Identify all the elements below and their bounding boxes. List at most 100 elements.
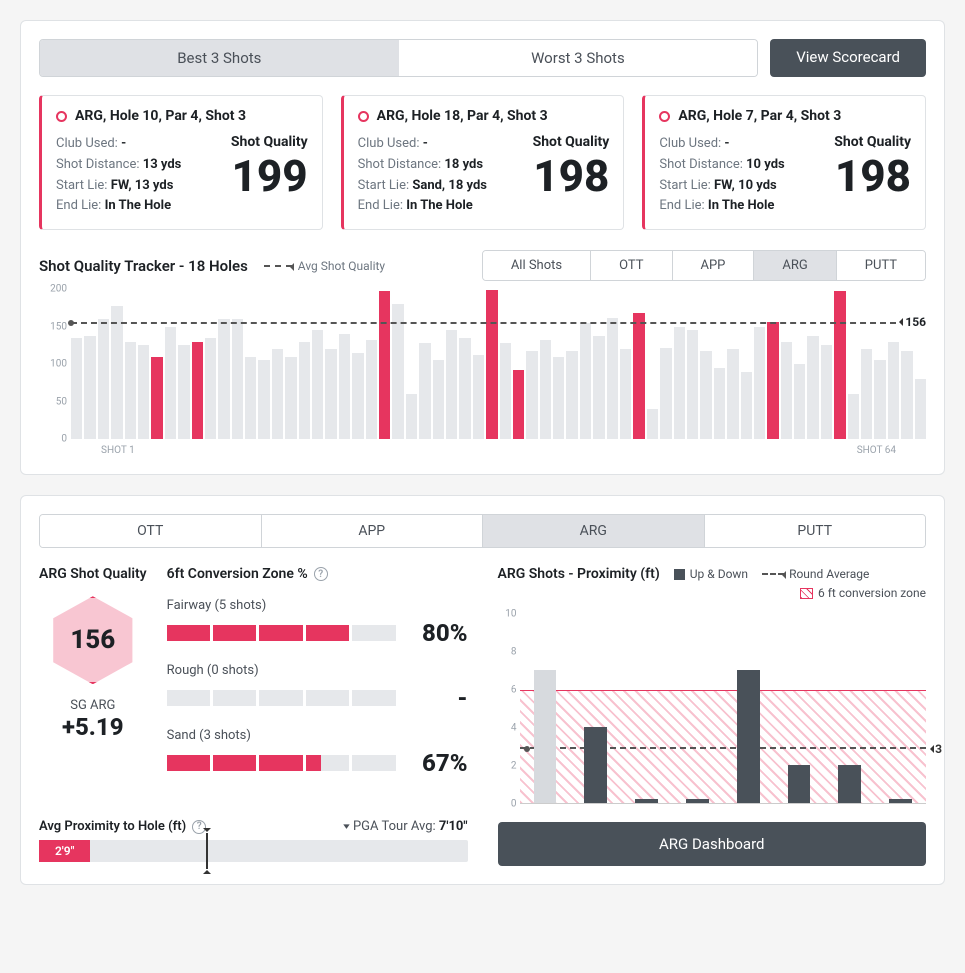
tracker-bar xyxy=(540,340,551,439)
sg-value: +5.19 xyxy=(62,713,124,741)
filter-tab-ott[interactable]: OTT xyxy=(591,251,672,280)
tracker-bar xyxy=(433,360,444,439)
bottom-grid: ARG Shot Quality 156 SG ARG +5.19 6ft Co… xyxy=(39,566,926,866)
proximity-chart: 0246810 3 xyxy=(498,614,927,804)
tracker-bar xyxy=(258,360,269,439)
ring-icon xyxy=(659,111,670,122)
tab-worst-shots[interactable]: Worst 3 Shots xyxy=(399,40,758,76)
top-panel: Best 3 Shots Worst 3 Shots View Scorecar… xyxy=(20,20,945,475)
card-sq: Shot Quality198 xyxy=(834,134,911,198)
tab-best-shots[interactable]: Best 3 Shots xyxy=(40,40,399,76)
tracker-bar xyxy=(339,334,350,439)
tracker-bar xyxy=(299,342,310,440)
tracker-bar xyxy=(580,323,591,439)
category-tabs: OTTAPPARGPUTT xyxy=(39,514,926,548)
prox-bar xyxy=(635,799,658,803)
prox-bar xyxy=(788,765,811,803)
bottom-panel: OTTAPPARGPUTT ARG Shot Quality 156 SG AR… xyxy=(20,495,945,885)
tracker-bar xyxy=(901,351,912,440)
conversion-title: 6ft Conversion Zone %? xyxy=(167,566,468,582)
tracker-bar xyxy=(218,319,229,439)
ring-icon xyxy=(358,111,369,122)
tracker-bar xyxy=(620,349,631,439)
tracker-bar xyxy=(459,338,470,439)
tracker-bar xyxy=(633,313,644,439)
tracker-bar xyxy=(379,291,390,440)
shot-tabs: Best 3 Shots Worst 3 Shots xyxy=(39,39,758,77)
cat-tab-ott[interactable]: OTT xyxy=(40,515,262,547)
tracker-bar xyxy=(151,357,162,440)
help-icon[interactable]: ? xyxy=(314,567,328,581)
tracker-bar xyxy=(419,343,430,439)
tracker-bar xyxy=(767,322,778,439)
tracker-bar xyxy=(566,351,577,440)
tracker-bar xyxy=(285,357,296,440)
tracker-title: Shot Quality Tracker - 18 Holes xyxy=(39,257,248,275)
card-sq: Shot Quality199 xyxy=(231,134,308,198)
cat-tab-app[interactable]: APP xyxy=(262,515,484,547)
card-title-text: ARG, Hole 10, Par 4, Shot 3 xyxy=(75,108,246,124)
filter-tab-app[interactable]: APP xyxy=(673,251,755,280)
tracker-bar xyxy=(325,349,336,439)
tracker-bar xyxy=(165,327,176,440)
tracker-bar xyxy=(192,342,203,440)
tracker-bar xyxy=(727,349,738,439)
shot-card: ARG, Hole 7, Par 4, Shot 3Club Used: -Sh… xyxy=(642,95,926,230)
arg-sq-title: ARG Shot Quality xyxy=(39,566,147,582)
cat-tab-putt[interactable]: PUTT xyxy=(705,515,926,547)
tracker-bar xyxy=(178,345,189,439)
tracker-bar xyxy=(807,336,818,440)
tracker-bar xyxy=(553,357,564,440)
tracker-header: Shot Quality Tracker - 18 Holes Avg Shot… xyxy=(39,250,926,281)
arg-dashboard-button[interactable]: ARG Dashboard xyxy=(498,822,927,866)
filter-tab-all-shots[interactable]: All Shots xyxy=(483,251,591,280)
left-column: ARG Shot Quality 156 SG ARG +5.19 6ft Co… xyxy=(39,566,468,866)
tracker-bar xyxy=(674,327,685,440)
x-axis-labels: SHOT 1SHOT 64 xyxy=(71,445,926,456)
proximity-fill: 2'9" xyxy=(39,840,90,862)
tracker-bar xyxy=(138,345,149,439)
prox-bar xyxy=(889,799,912,803)
avg-legend: Avg Shot Quality xyxy=(264,259,385,273)
tracker-bar xyxy=(245,357,256,440)
tracker-bar xyxy=(84,336,95,440)
shot-card: ARG, Hole 10, Par 4, Shot 3 Club Used: -S… xyxy=(39,95,323,230)
tracker-bar xyxy=(647,409,658,439)
card-details: Club Used: -Shot Distance: 13 ydsStart L… xyxy=(56,134,181,217)
tracker-bar xyxy=(352,353,363,439)
conversion-item: Rough (0 shots)- xyxy=(167,663,468,712)
top-row: Best 3 Shots Worst 3 Shots View Scorecar… xyxy=(39,39,926,77)
cat-tab-arg[interactable]: ARG xyxy=(483,515,705,547)
tracker-bar xyxy=(473,355,484,439)
tracker-bar xyxy=(700,351,711,440)
filter-tab-arg[interactable]: ARG xyxy=(754,251,836,280)
proximity-marker xyxy=(206,833,208,869)
tracker-bar xyxy=(834,291,845,440)
view-scorecard-button[interactable]: View Scorecard xyxy=(770,39,926,77)
tracker-chart: 050100150200 156 SHOT 1SHOT 64 xyxy=(39,289,926,456)
shot-card: ARG, Hole 18, Par 4, Shot 3Club Used: -S… xyxy=(341,95,625,230)
filter-tab-putt[interactable]: PUTT xyxy=(837,251,925,280)
tracker-bar xyxy=(111,306,122,440)
tracker-bar xyxy=(71,338,82,439)
tracker-bar xyxy=(500,343,511,439)
tracker-bar xyxy=(392,304,403,439)
tracker-bar xyxy=(915,379,926,439)
prox-legend: Up & Down Round Average xyxy=(674,567,870,581)
sg-label: SG ARG xyxy=(70,698,115,713)
tracker-bar xyxy=(406,394,417,439)
tracker-bar xyxy=(821,345,832,439)
card-sq: Shot Quality198 xyxy=(533,134,610,198)
tracker-bar xyxy=(861,349,872,439)
card-details: Club Used: -Shot Distance: 18 ydsStart L… xyxy=(358,134,487,217)
tracker-bar xyxy=(98,319,109,439)
shot-cards: ARG, Hole 10, Par 4, Shot 3 Club Used: -S… xyxy=(39,95,926,230)
prox-bar xyxy=(838,765,861,803)
tracker-bar xyxy=(366,340,377,439)
conversion-item: Sand (3 shots)67% xyxy=(167,728,468,777)
prox-bar xyxy=(584,727,607,803)
tracker-bar xyxy=(232,319,243,439)
card-details: Club Used: -Shot Distance: 10 ydsStart L… xyxy=(659,134,784,217)
prox-bar xyxy=(737,670,760,803)
sq-section: ARG Shot Quality 156 SG ARG +5.19 xyxy=(39,566,147,741)
